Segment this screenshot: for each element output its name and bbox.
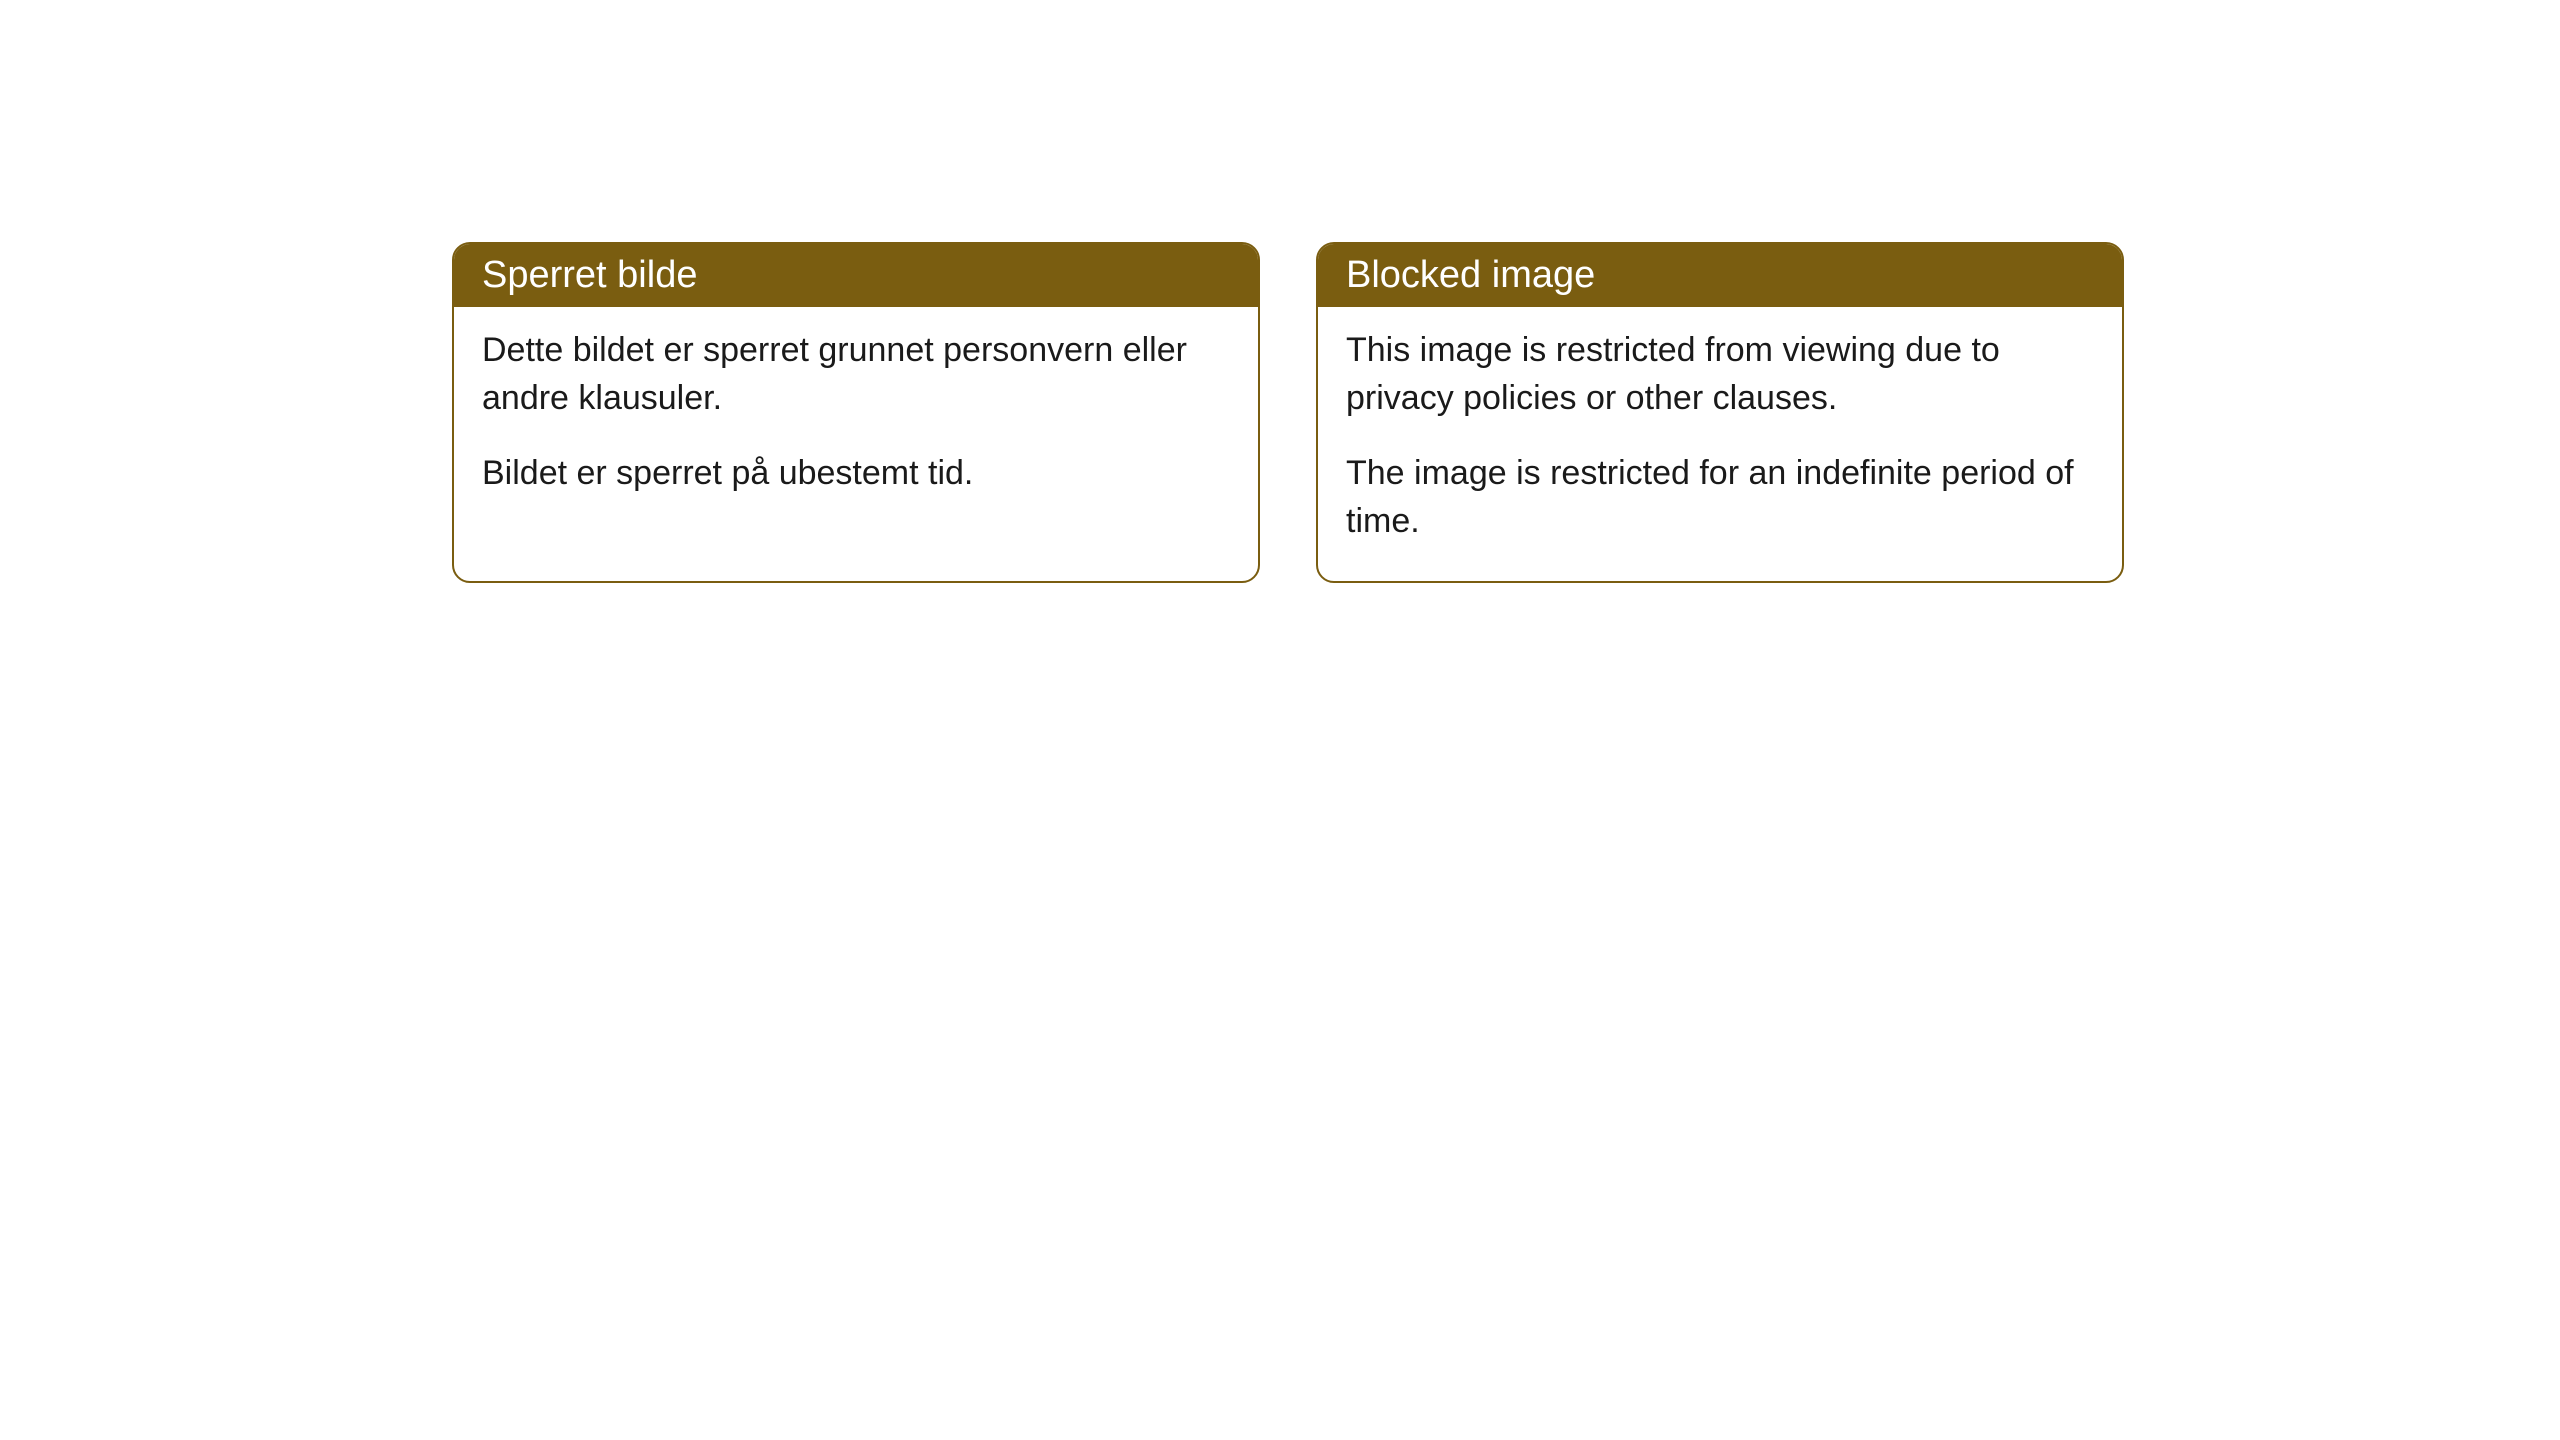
card-title: Blocked image (1318, 244, 2122, 307)
blocked-image-card-norwegian: Sperret bilde Dette bildet er sperret gr… (452, 242, 1260, 583)
card-paragraph: Dette bildet er sperret grunnet personve… (482, 327, 1230, 422)
blocked-image-card-english: Blocked image This image is restricted f… (1316, 242, 2124, 583)
card-paragraph: Bildet er sperret på ubestemt tid. (482, 450, 1230, 498)
card-body: Dette bildet er sperret grunnet personve… (454, 307, 1258, 534)
card-paragraph: This image is restricted from viewing du… (1346, 327, 2094, 422)
card-title: Sperret bilde (454, 244, 1258, 307)
card-body: This image is restricted from viewing du… (1318, 307, 2122, 581)
card-paragraph: The image is restricted for an indefinit… (1346, 450, 2094, 545)
notice-cards-row: Sperret bilde Dette bildet er sperret gr… (452, 242, 2560, 583)
